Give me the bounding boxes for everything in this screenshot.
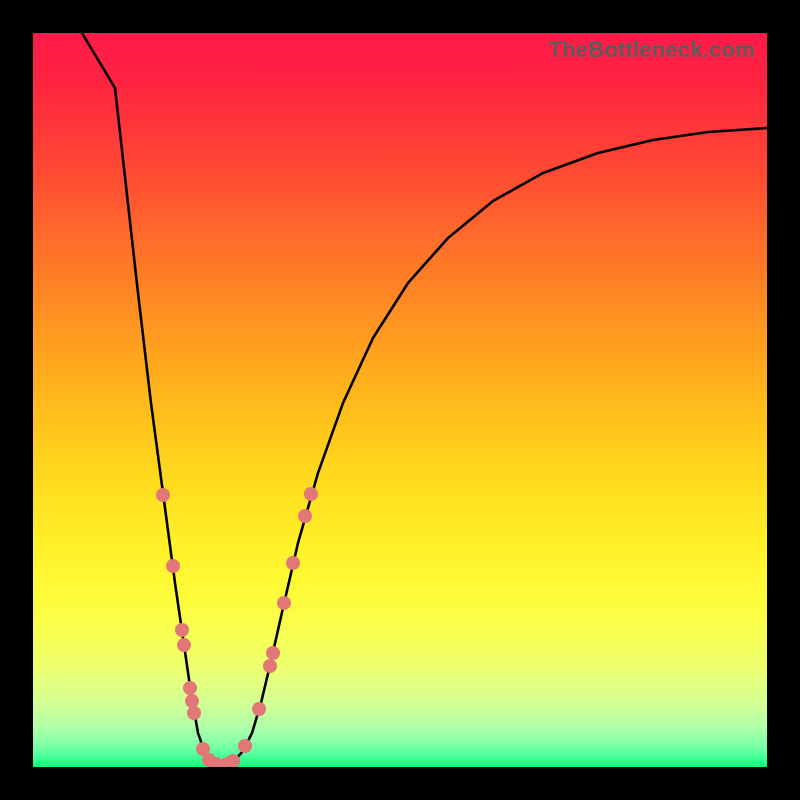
curve-marker [166,559,180,573]
curve-marker [238,739,252,753]
chart-frame: TheBottleneck.com [0,0,800,800]
curve-marker [187,706,201,720]
curve-marker [183,681,197,695]
plot-area: TheBottleneck.com [33,33,767,767]
watermark-text: TheBottleneck.com [549,37,755,63]
curve-marker [177,638,191,652]
curve-marker [266,646,280,660]
curve-marker [277,596,291,610]
curve-marker [156,488,170,502]
curve-marker [304,487,318,501]
curve-marker [286,556,300,570]
marker-group [156,487,318,767]
curve-marker [252,702,266,716]
bottleneck-curve [82,33,767,764]
curve-marker [175,623,189,637]
curve-marker [298,509,312,523]
curve-marker [185,694,199,708]
curve-marker [263,659,277,673]
chart-svg [33,33,767,767]
